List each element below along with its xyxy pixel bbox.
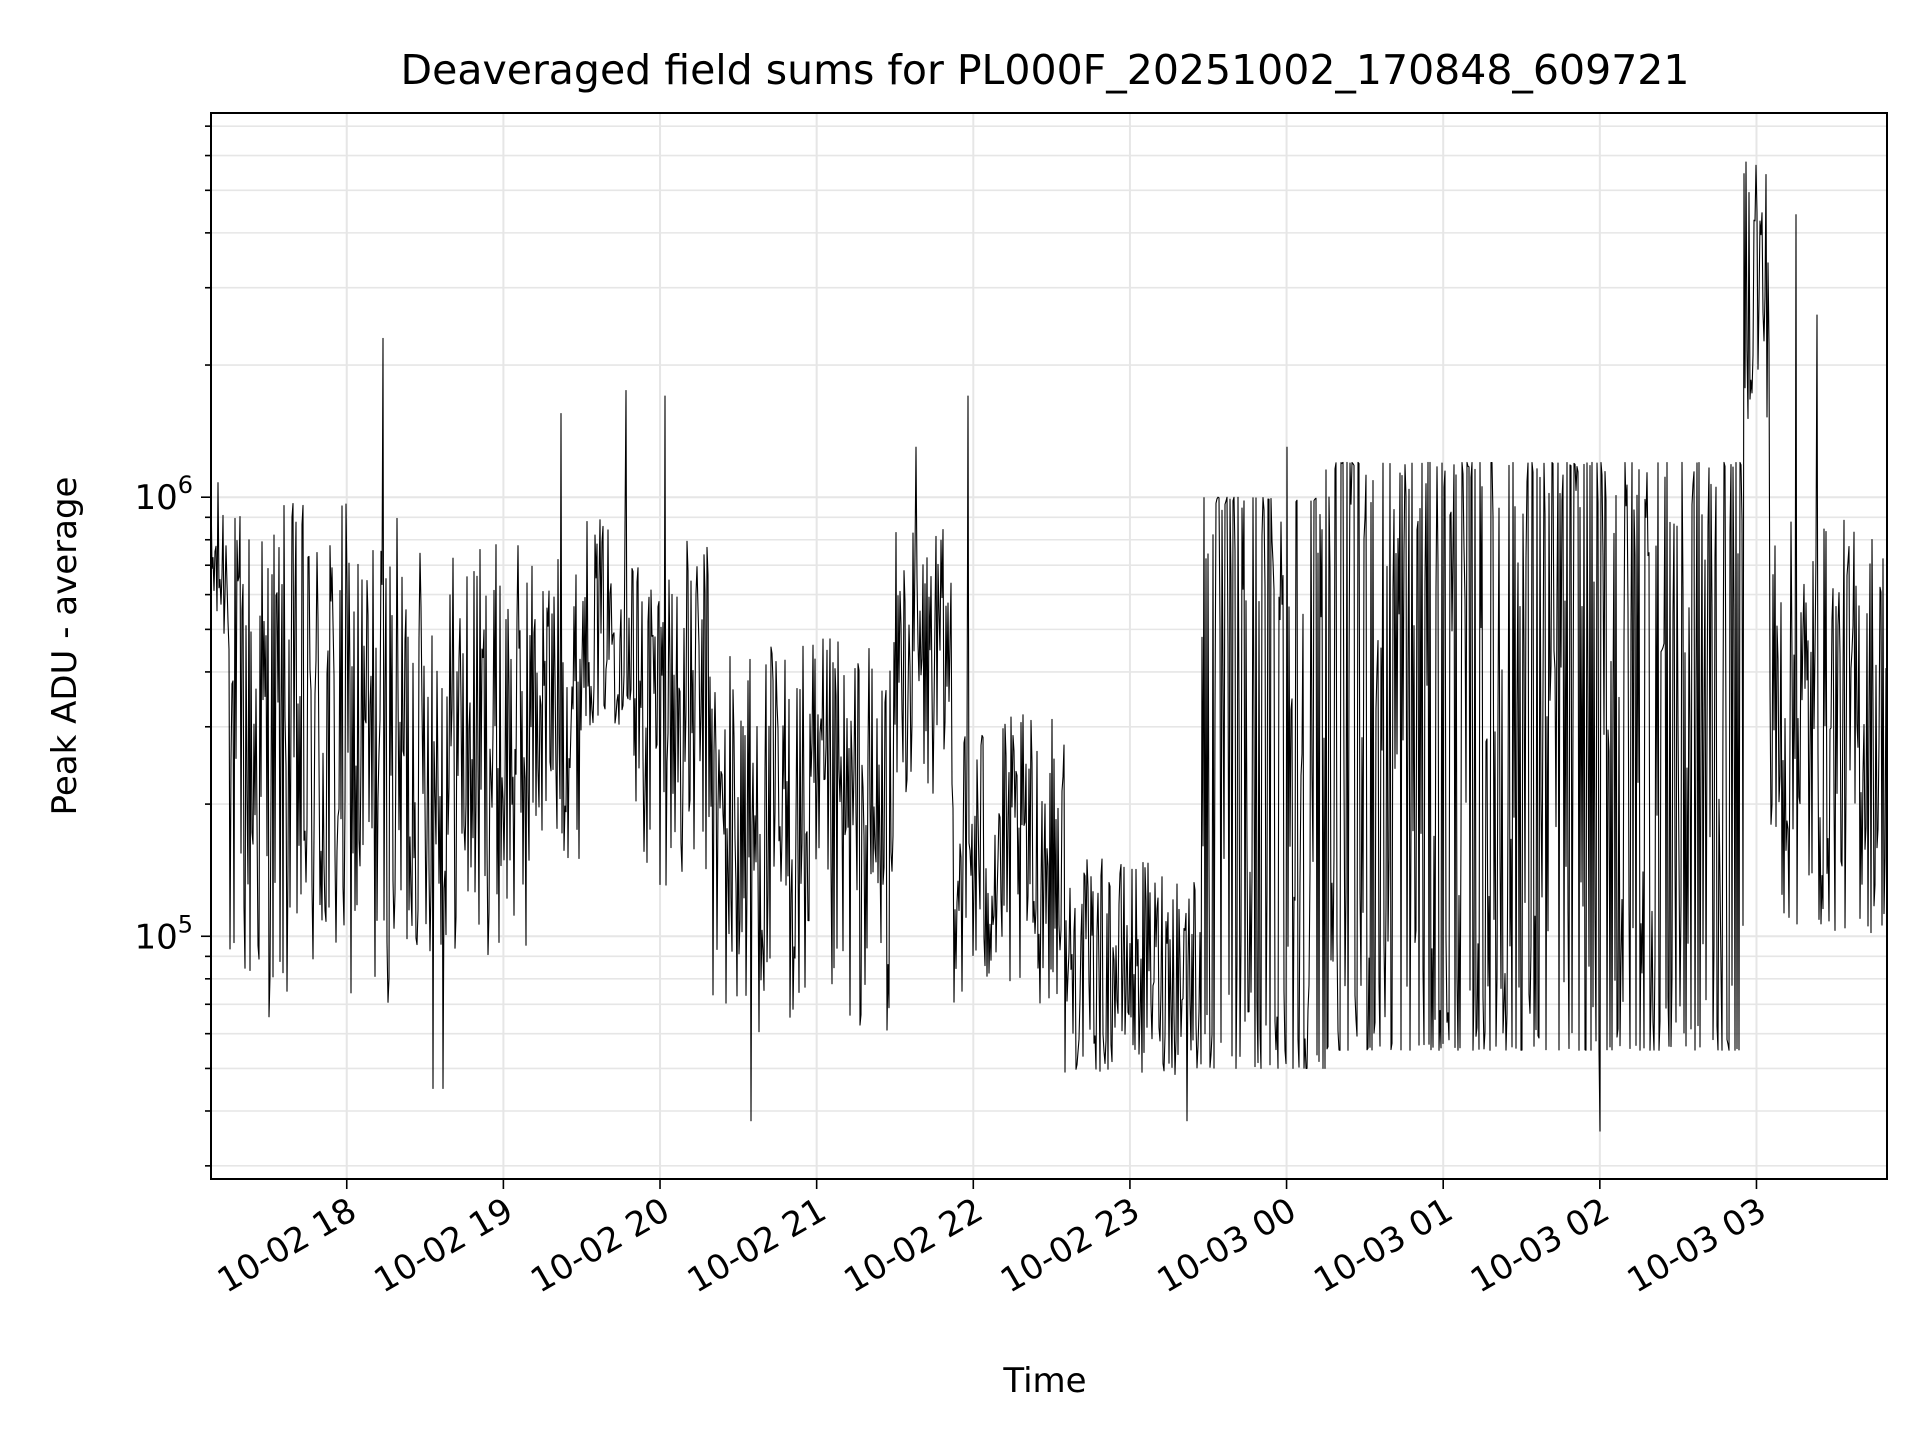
x-tick-label: 10-03 01	[1307, 1190, 1459, 1301]
x-tick-label: 10-02 18	[211, 1190, 363, 1301]
y-tick-label: 106	[134, 471, 193, 518]
x-tick-label: 10-02 20	[524, 1190, 676, 1301]
x-tick-label: 10-03 00	[1151, 1190, 1303, 1301]
chart-title: Deaveraged field sums for PL000F_2025100…	[401, 46, 1690, 94]
y-axis-label: Peak ADU - average	[45, 477, 85, 816]
y-axis-ticks: 105 106	[134, 125, 211, 1167]
x-tick-label: 10-02 21	[681, 1190, 833, 1301]
grid	[211, 113, 1887, 1179]
x-tick-label: 10-03 02	[1464, 1190, 1616, 1301]
series-line	[210, 161, 1888, 1132]
plot-area	[210, 161, 1888, 1132]
x-axis-ticks: 10-02 18 10-02 19 10-02 20 10-02 21 10-02 22…	[211, 1179, 1773, 1301]
y-tick-label: 105	[134, 910, 193, 957]
x-tick-label: 10-03 03	[1621, 1190, 1773, 1301]
x-tick-label: 10-02 19	[367, 1190, 519, 1301]
x-tick-label: 10-02 23	[994, 1190, 1146, 1301]
axes-frame	[210, 112, 1888, 1180]
x-axis-label: Time	[1002, 1361, 1086, 1401]
x-tick-label: 10-02 22	[837, 1190, 989, 1301]
